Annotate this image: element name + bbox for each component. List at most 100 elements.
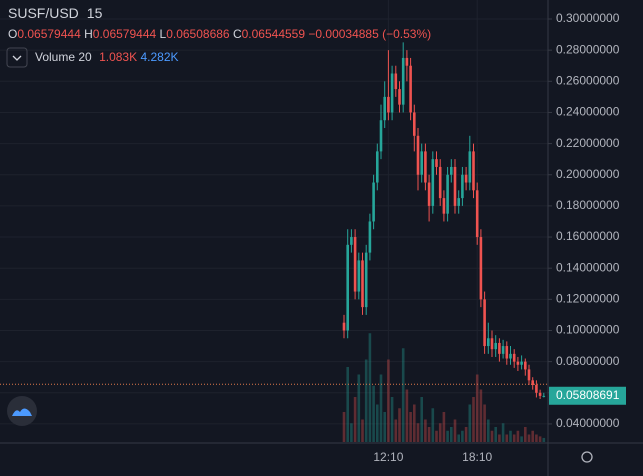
volume-value: 1.083K: [99, 50, 137, 64]
interval: 15: [87, 5, 103, 21]
candle-body: [542, 395, 546, 397]
h-value: 0.06579444: [93, 27, 157, 41]
volume-ma: 4.282K: [140, 50, 178, 64]
y-tick-label: 0.24000000: [556, 105, 620, 119]
last-price-box: [549, 386, 626, 405]
candle-body: [435, 159, 438, 167]
candles: [342, 42, 546, 400]
candle-body: [390, 73, 394, 113]
volume-bar: [361, 419, 364, 442]
candle-body: [383, 96, 386, 121]
candle-body: [453, 166, 457, 206]
symbol-line: SUSF/USD 15: [8, 5, 103, 21]
candle-body: [353, 237, 357, 292]
volume-bar: [416, 423, 420, 442]
volume-bar: [405, 389, 409, 442]
volume-bar: [342, 412, 346, 442]
change: −0.00034885: [308, 27, 379, 41]
candle-body: [512, 353, 516, 362]
h-letter: H: [84, 27, 93, 41]
volume-bar: [357, 374, 361, 442]
candle-body: [394, 73, 398, 90]
volume-bar: [524, 427, 527, 442]
volume-bar: [420, 397, 423, 442]
candle-body: [483, 299, 486, 347]
c-value: 0.06544559: [242, 27, 306, 41]
volume-bar: [464, 427, 468, 442]
o-letter: O: [8, 27, 17, 41]
volume-bar: [350, 423, 353, 442]
candle-body: [424, 151, 427, 183]
y-tick-label: 0.04000000: [556, 416, 620, 430]
change-pct: (−0.53%): [382, 27, 431, 41]
volume-bar: [498, 434, 501, 442]
candle-body: [461, 174, 464, 199]
settings-icon[interactable]: [581, 451, 593, 463]
candle-body: [516, 361, 520, 365]
candle-body: [457, 198, 460, 206]
volume-bar: [453, 419, 457, 442]
candle-body: [342, 322, 346, 331]
volume-bar: [461, 430, 464, 442]
volume-bar: [520, 436, 523, 442]
candle-body: [468, 151, 472, 183]
volume-bar: [457, 434, 460, 442]
candle-body: [442, 198, 446, 214]
volume-bar: [394, 419, 398, 442]
volume-bar: [542, 437, 546, 442]
volume-bar: [446, 430, 449, 442]
volume-bar: [535, 434, 538, 442]
volume-bar: [531, 430, 534, 442]
volume-bar: [346, 367, 349, 442]
candle-body: [472, 151, 475, 191]
candle-body: [438, 166, 442, 199]
l-value: 0.06508686: [166, 27, 230, 41]
candle-body: [527, 369, 531, 381]
collapse-button[interactable]: [6, 47, 28, 68]
y-tick-label: 0.18000000: [556, 198, 620, 212]
volume-bar: [401, 348, 405, 442]
volume-bar: [383, 412, 386, 442]
candle-body: [479, 237, 483, 300]
symbol: SUSF/USD: [8, 5, 79, 21]
volume-bar: [487, 419, 490, 442]
candle-body: [431, 159, 435, 206]
volume-bar: [372, 385, 375, 442]
volume-bar: [353, 397, 357, 442]
candle-body: [346, 244, 349, 331]
candle-body: [405, 57, 409, 66]
volume-bar: [479, 389, 483, 442]
candle-body: [364, 252, 368, 308]
candle-body: [379, 120, 383, 152]
y-tick-label: 0.08000000: [556, 354, 620, 368]
volume-bar: [431, 408, 435, 442]
candle-body: [357, 260, 361, 292]
volume-bar: [435, 430, 438, 442]
o-value: 0.06579444: [17, 27, 81, 41]
volume-bar: [450, 427, 453, 442]
axes: 0.040000000.060000000.080000000.10000000…: [373, 11, 619, 464]
volume-bar: [505, 434, 509, 442]
candle-body: [475, 190, 479, 238]
ohlc-line: O0.06579444 H0.06579444 L0.06508686 C0.0…: [8, 27, 431, 41]
volume-name: Volume: [35, 50, 75, 64]
candle-body: [487, 338, 490, 347]
candle-body: [520, 361, 523, 365]
candle-body: [446, 174, 449, 214]
candle-body: [498, 342, 501, 354]
volume-bar: [509, 430, 512, 442]
candle-body: [490, 338, 494, 350]
volume-bar: [538, 436, 542, 442]
y-tick-label: 0.22000000: [556, 136, 620, 150]
volume-bar: [438, 423, 442, 442]
candle-body: [398, 89, 401, 105]
last-price-label: 0.05808691: [556, 388, 620, 402]
volume-bar: [501, 423, 505, 442]
volume-bar: [376, 404, 379, 442]
volume-length: 20: [78, 50, 92, 64]
candle-body: [368, 221, 372, 253]
chevron-icon: [12, 55, 22, 61]
y-tick-label: 0.28000000: [556, 42, 620, 56]
